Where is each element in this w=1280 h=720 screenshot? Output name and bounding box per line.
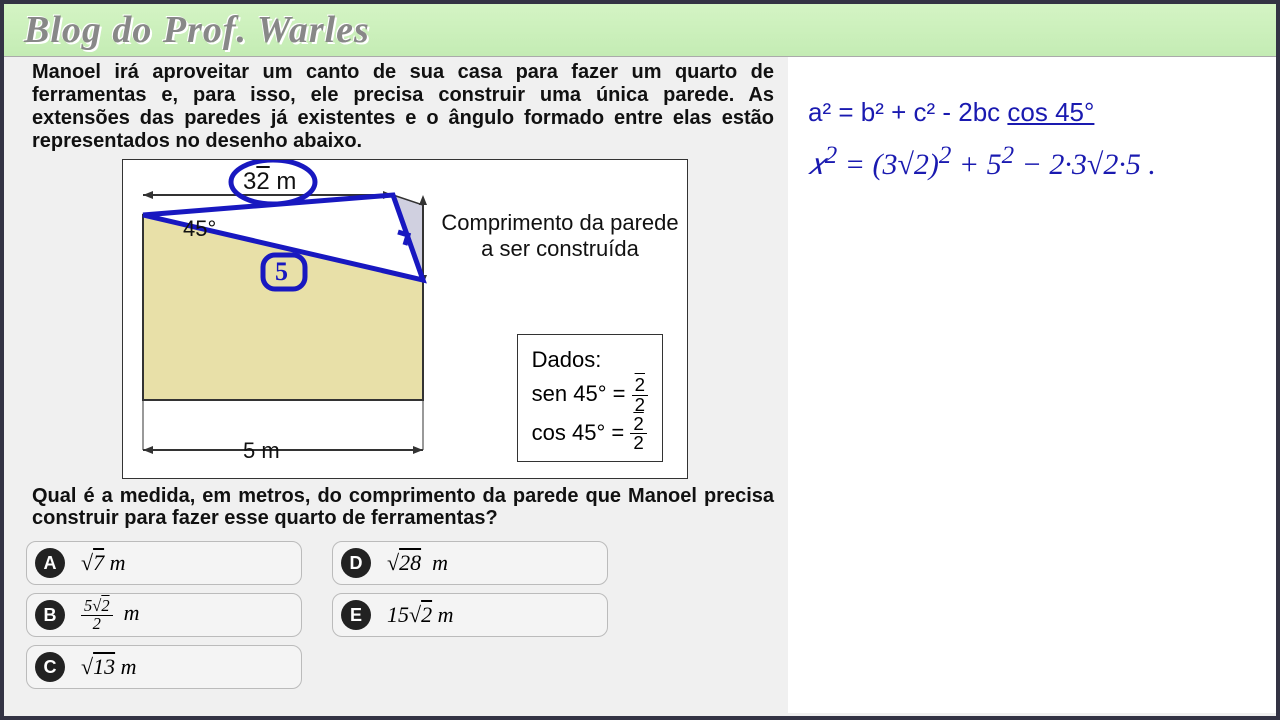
option-text-e: 15√2 m <box>387 602 453 628</box>
header-banner: Blog do Prof. Warles <box>4 4 1276 57</box>
option-letter-d: D <box>341 548 371 578</box>
option-letter-a: A <box>35 548 65 578</box>
label-angle: 45° <box>183 216 216 242</box>
arrow-right-bot <box>413 446 423 454</box>
option-letter-e: E <box>341 600 371 630</box>
label-bottom: 5 m <box>243 438 280 464</box>
dados-sen: sen 45° = 22 <box>532 376 648 414</box>
option-letter-b: B <box>35 600 65 630</box>
option-c[interactable]: C √13 m <box>26 645 302 689</box>
work-panel: a² = b² + c² - 2bc cos 45° 𝑥2 = (3√2)2 +… <box>788 57 1276 713</box>
option-letter-c: C <box>35 652 65 682</box>
arrow-left-top <box>143 191 153 199</box>
content-area: Manoel irá aproveitar um canto de sua ca… <box>4 57 1276 713</box>
blog-title: Blog do Prof. Warles <box>24 8 1256 52</box>
law-of-cosines: a² = b² + c² - 2bc cos 45° <box>808 97 1256 128</box>
problem-panel: Manoel irá aproveitar um canto de sua ca… <box>4 57 788 713</box>
option-e[interactable]: E 15√2 m <box>332 593 608 637</box>
option-b[interactable]: B 5√22 m <box>26 593 302 637</box>
dados-title: Dados: <box>532 343 648 376</box>
diagram: 5 32 m 45° 5 m Comprimento da parede a s… <box>122 159 688 479</box>
option-text-a: √7 m <box>81 550 125 576</box>
wall-polygon <box>143 215 423 400</box>
arrow-up <box>419 195 427 205</box>
question-text: Qual é a medida, em metros, do comprimen… <box>4 483 788 537</box>
label-top: 32 m <box>243 168 296 196</box>
option-d[interactable]: D √28 m <box>332 541 608 585</box>
handwritten-substitution: 𝑥2 = (3√2)2 + 52 − 2·3√2·5 . <box>808 142 1256 182</box>
arrow-left-bot <box>143 446 153 454</box>
annot-5-text: 5 <box>275 257 288 286</box>
label-side: Comprimento da parede a ser construída <box>435 210 685 263</box>
annot-right-angle <box>398 232 408 245</box>
options-grid: A √7 m D √28 m B 5√22 m E <box>4 537 788 689</box>
option-text-d: √28 m <box>387 550 448 576</box>
option-text-c: √13 m <box>81 654 136 680</box>
option-text-b: 5√22 m <box>81 598 139 632</box>
problem-intro: Manoel irá aproveitar um canto de sua ca… <box>4 61 788 159</box>
dados-cos: cos 45° = 22 <box>532 415 648 453</box>
dados-box: Dados: sen 45° = 22 cos 45° = 22 <box>517 334 663 462</box>
option-a[interactable]: A √7 m <box>26 541 302 585</box>
